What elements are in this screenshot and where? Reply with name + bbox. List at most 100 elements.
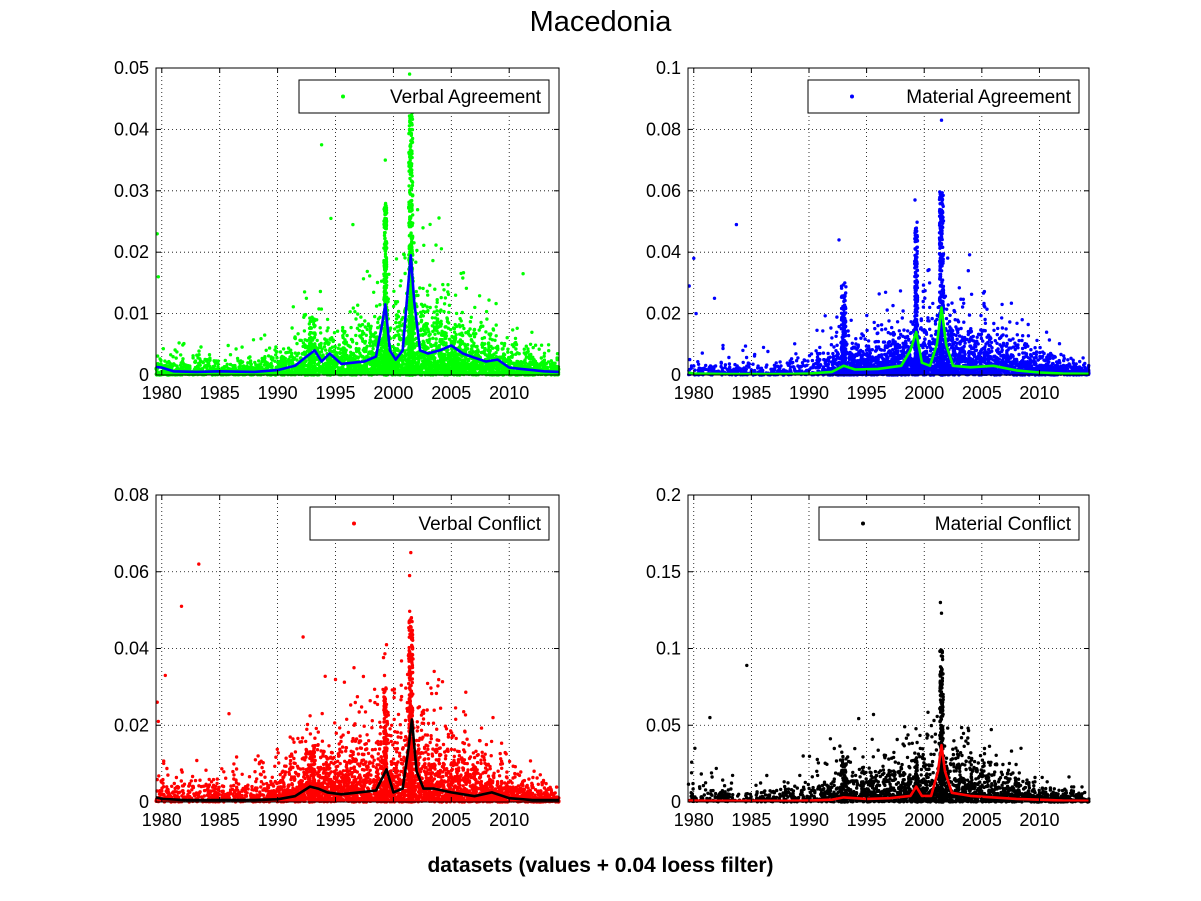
data-point: [182, 341, 186, 346]
data-point: [468, 320, 473, 324]
data-point: [983, 321, 988, 325]
data-point: [234, 347, 238, 351]
data-point: [416, 354, 421, 359]
data-point: [207, 364, 212, 368]
data-point: [383, 297, 387, 301]
data-point: [269, 355, 273, 359]
data-point: [368, 361, 372, 365]
data-point: [530, 355, 534, 359]
data-point: [410, 320, 414, 324]
data-point: [285, 350, 290, 355]
data-point: [330, 336, 334, 340]
x-tick-label: 1985: [200, 383, 240, 403]
data-point: [351, 306, 355, 310]
data-point: [472, 335, 477, 339]
data-point: [421, 286, 425, 291]
data-point: [361, 348, 365, 352]
data-point: [442, 309, 446, 314]
data-point: [402, 252, 406, 256]
data-point: [360, 355, 364, 359]
data-point: [421, 370, 425, 374]
data-point: [476, 353, 481, 358]
data-point: [361, 277, 366, 281]
data-point: [408, 216, 413, 220]
data-point: [422, 323, 426, 327]
data-point: [513, 341, 517, 345]
data-point: [477, 294, 482, 298]
data-point: [419, 320, 423, 324]
data-point: [425, 289, 429, 293]
data-point: [468, 327, 472, 331]
data-point: [317, 343, 322, 347]
data-point: [536, 365, 540, 369]
data-point: [382, 286, 386, 290]
data-point: [431, 336, 435, 340]
data-point: [312, 371, 316, 375]
data-point: [410, 179, 414, 184]
data-point: [533, 343, 538, 347]
data-point: [409, 359, 413, 364]
data-point: [384, 247, 388, 252]
data-point: [546, 360, 551, 364]
data-point: [397, 333, 401, 337]
data-point: [383, 362, 387, 367]
data-point: [421, 340, 426, 345]
data-point: [290, 353, 294, 357]
data-point: [337, 343, 341, 347]
data-point: [484, 309, 489, 314]
data-point: [542, 363, 546, 367]
data-point: [416, 293, 420, 298]
data-point: [462, 342, 467, 346]
data-point: [500, 347, 504, 351]
data-point: [488, 370, 492, 375]
data-point: [303, 312, 308, 317]
data-point: [295, 358, 299, 362]
data-point: [327, 348, 332, 353]
data-point: [426, 309, 430, 313]
data-point: [446, 292, 451, 297]
data-point: [360, 329, 365, 334]
data-point: [440, 366, 445, 370]
outlier-point: [319, 143, 324, 147]
data-point: [410, 236, 415, 240]
data-point: [373, 314, 377, 319]
data-point: [383, 323, 387, 327]
data-point: [441, 282, 445, 287]
data-point: [338, 351, 342, 356]
data-point: [307, 342, 312, 346]
data-point: [511, 353, 515, 357]
data-point: [358, 351, 362, 355]
data-point: [408, 152, 412, 156]
data-point: [349, 353, 353, 357]
data-point: [322, 345, 327, 349]
data-point: [407, 225, 412, 229]
data-point: [383, 289, 387, 294]
data-point: [493, 338, 497, 342]
data-point: [302, 350, 307, 354]
data-point: [463, 348, 468, 352]
data-point: [425, 322, 429, 326]
data-point: [407, 319, 411, 324]
data-point: [447, 321, 451, 325]
data-point: [434, 344, 438, 348]
data-point: [441, 340, 446, 344]
data-point: [397, 321, 401, 325]
data-point: [325, 338, 329, 342]
data-point: [410, 350, 414, 354]
data-point: [394, 320, 398, 325]
data-point: [486, 341, 491, 345]
data-point: [435, 300, 439, 305]
data-point: [257, 366, 261, 370]
data-point: [512, 361, 516, 365]
data-point: [439, 370, 444, 374]
data-point: [461, 333, 465, 338]
legend: Verbal Agreement: [298, 79, 550, 114]
data-point: [494, 301, 498, 306]
data-point: [489, 344, 493, 349]
data-point: [324, 348, 328, 352]
data-point: [555, 358, 559, 362]
data-point: [340, 366, 345, 370]
data-point: [304, 363, 308, 368]
data-point: [453, 337, 457, 341]
